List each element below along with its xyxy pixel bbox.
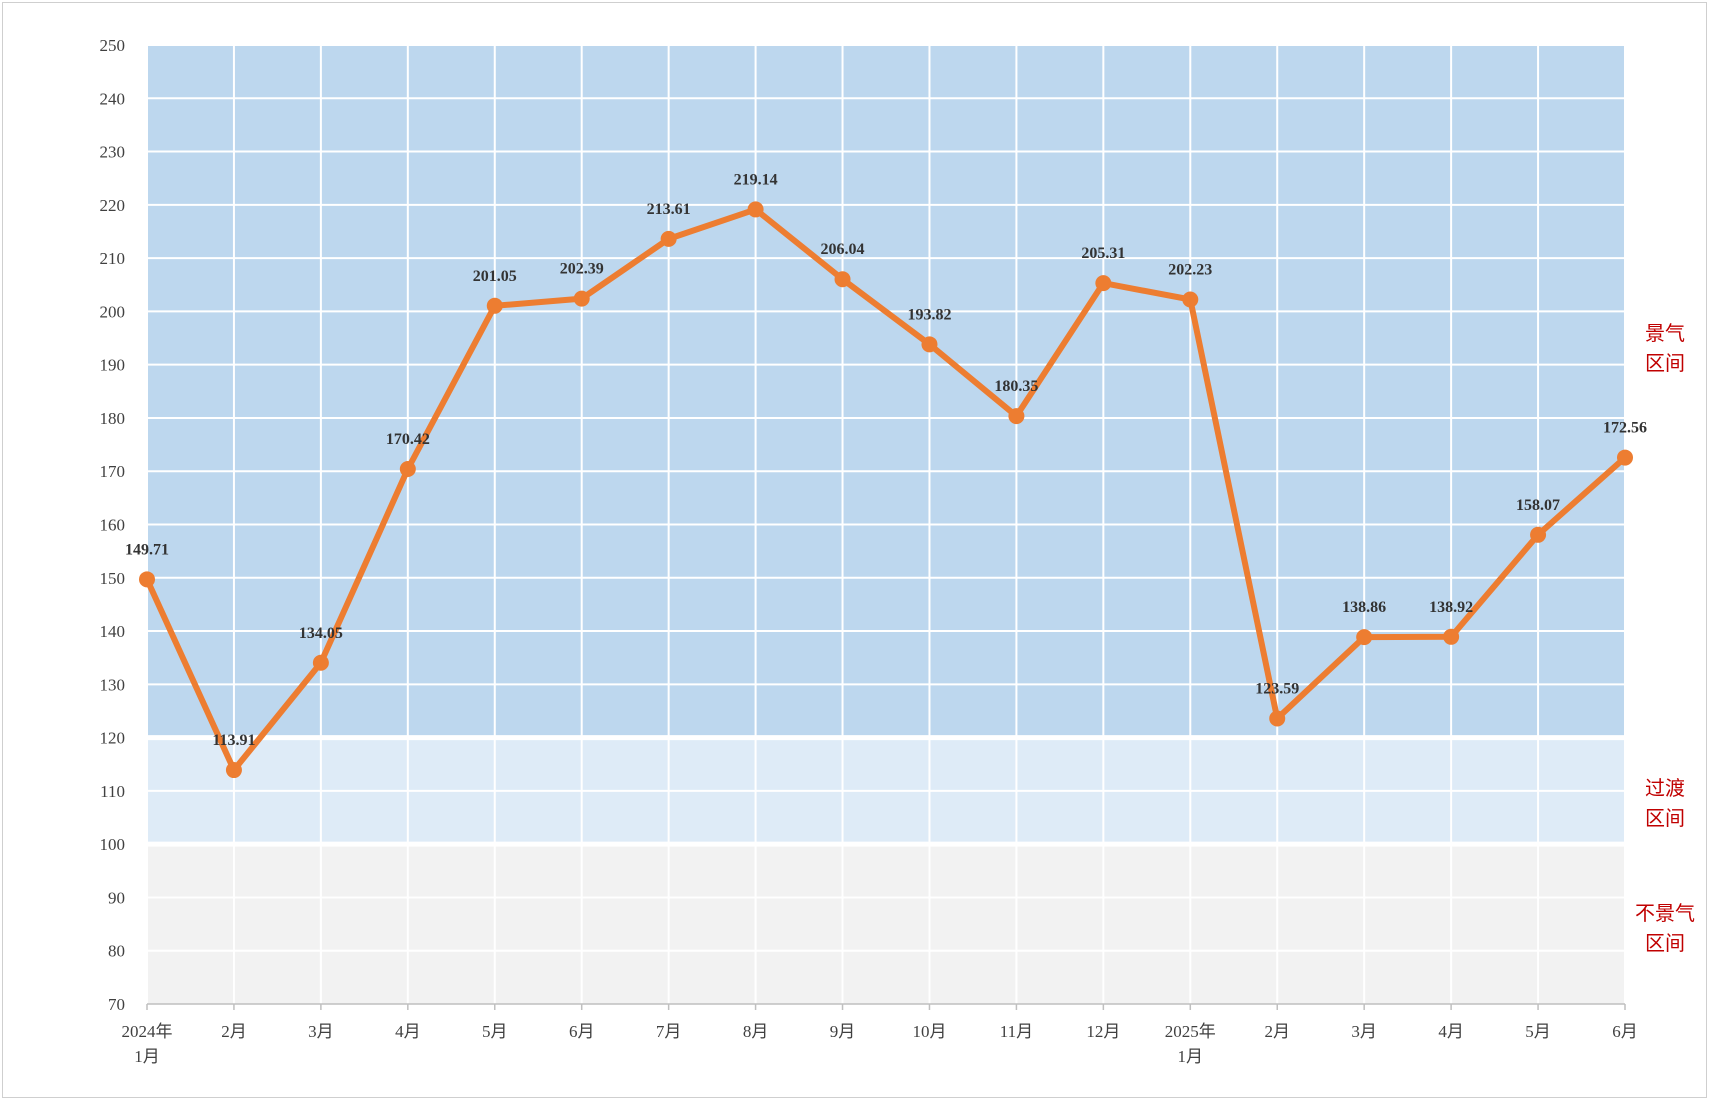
series-line [144, 206, 1628, 774]
x-tick-label: 2月 [1264, 1022, 1290, 1041]
zone-label: 过渡 [1645, 776, 1685, 800]
data-point [399, 460, 416, 477]
data-label: 201.05 [473, 268, 517, 285]
y-tick-label: 180 [100, 409, 126, 428]
data-point [1182, 291, 1199, 308]
x-tick-label: 6月 [569, 1022, 595, 1041]
y-tick-label: 240 [100, 89, 126, 108]
x-tick-label: 2025年 [1165, 1022, 1216, 1041]
y-tick-label: 80 [108, 942, 125, 961]
y-tick-label: 230 [100, 143, 126, 162]
data-point [486, 297, 503, 314]
zone-band [147, 45, 1625, 738]
data-point [139, 571, 155, 588]
zone-label: 不景气 [1635, 901, 1695, 925]
zone-label: 区间 [1645, 351, 1685, 375]
x-tick-label: 10月 [912, 1022, 946, 1041]
data-label: 149.71 [125, 541, 169, 558]
data-point [1095, 275, 1112, 292]
data-point [1443, 628, 1460, 645]
x-tick-label: 4月 [1438, 1022, 1464, 1041]
data-point [834, 271, 851, 288]
data-label: 138.86 [1342, 599, 1386, 616]
data-point [225, 762, 242, 779]
data-point [312, 654, 329, 671]
x-tick-label: 12月 [1086, 1022, 1120, 1041]
x-tick-label: 3月 [308, 1022, 334, 1041]
data-label: 193.82 [907, 306, 951, 323]
x-tick-label: 7月 [656, 1022, 682, 1041]
data-label: 202.23 [1168, 262, 1212, 279]
data-label: 123.59 [1255, 680, 1299, 697]
x-tick-label: 2月 [221, 1022, 247, 1041]
x-tick-label: 5月 [482, 1022, 508, 1041]
data-point [1008, 408, 1025, 425]
data-label: 205.31 [1081, 245, 1125, 262]
data-point [747, 201, 764, 218]
data-label: 113.91 [212, 732, 255, 749]
data-label: 213.61 [647, 201, 691, 218]
data-point [660, 230, 677, 247]
x-tick-label: 11月 [1000, 1022, 1033, 1041]
data-label: 180.35 [994, 378, 1038, 395]
y-tick-label: 200 [100, 302, 126, 321]
y-tick-label: 130 [100, 675, 126, 694]
data-label: 158.07 [1516, 497, 1560, 514]
data-point [1356, 629, 1373, 646]
data-point [1530, 526, 1547, 543]
y-tick-label: 150 [100, 569, 126, 588]
data-label: 219.14 [734, 171, 778, 188]
y-tick-label: 170 [100, 462, 126, 481]
y-tick-label: 190 [100, 356, 126, 375]
x-tick-label: 3月 [1351, 1022, 1377, 1041]
y-tick-label: 90 [108, 888, 125, 907]
x-tick-label: 2024年 [122, 1022, 173, 1041]
zone-band [147, 844, 1625, 1004]
y-tick-label: 70 [108, 995, 125, 1014]
y-tick-label: 220 [100, 196, 126, 215]
y-tick-label: 110 [100, 782, 125, 801]
x-tick-label: 5月 [1525, 1022, 1551, 1041]
x-tick-label: 8月 [743, 1022, 769, 1041]
x-tick-label: 1月 [134, 1047, 160, 1066]
data-label: 134.05 [299, 625, 343, 642]
x-tick-label: 6月 [1612, 1022, 1638, 1041]
data-label: 206.04 [821, 241, 865, 258]
data-label: 170.42 [386, 431, 430, 448]
y-tick-label: 250 [100, 36, 126, 55]
y-tick-label: 120 [100, 729, 126, 748]
zone-label: 景气 [1645, 321, 1685, 345]
data-point [1617, 449, 1633, 466]
data-point [921, 336, 938, 353]
data-point [1269, 710, 1286, 727]
y-tick-label: 160 [100, 516, 126, 535]
data-label: 138.92 [1429, 599, 1473, 616]
y-tick-label: 210 [100, 249, 126, 268]
x-tick-label: 1月 [1178, 1047, 1204, 1066]
data-label: 172.56 [1603, 420, 1647, 437]
y-tick-label: 140 [100, 622, 126, 641]
x-tick-label: 9月 [830, 1022, 856, 1041]
zone-label: 区间 [1645, 931, 1685, 955]
data-point [573, 290, 590, 307]
zone-label: 区间 [1645, 806, 1685, 830]
x-tick-label: 4月 [395, 1022, 421, 1041]
y-tick-label: 100 [100, 835, 126, 854]
data-label: 202.39 [560, 261, 604, 278]
